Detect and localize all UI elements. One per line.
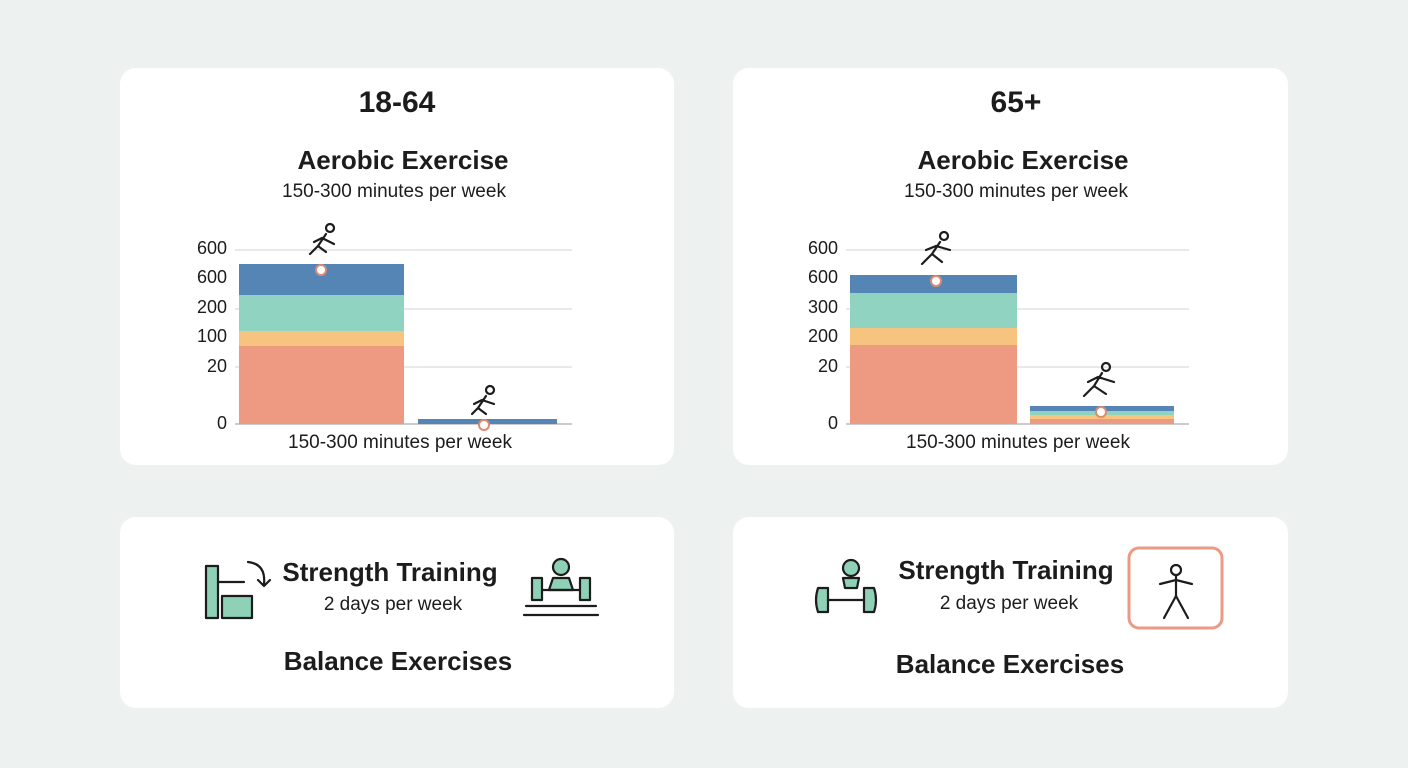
axis-labels: 600 600 200 100 20 0 — [197, 238, 227, 433]
axis-label: 600 — [197, 267, 227, 287]
strength-detail: 2 days per week — [940, 593, 1079, 614]
subheading: 150-300 minutes per week — [904, 181, 1128, 202]
weight-icon — [522, 557, 600, 617]
x-label: 150-300 minutes per week — [906, 432, 1130, 453]
axis-label: 600 — [197, 238, 227, 258]
axis-label: 0 — [828, 413, 838, 433]
strength-icon — [204, 560, 272, 620]
axis-label: 20 — [818, 356, 838, 376]
balance-icon — [1127, 546, 1224, 630]
heading: Aerobic Exercise — [917, 145, 1128, 175]
axis-label: 20 — [207, 356, 227, 376]
axis-label: 600 — [808, 267, 838, 287]
runner-icon — [470, 384, 496, 416]
marker — [1095, 406, 1107, 418]
marker — [315, 264, 327, 276]
axis-label: 100 — [197, 326, 227, 346]
age-title: 18-64 — [359, 86, 436, 119]
axis-label: 300 — [808, 297, 838, 317]
runner-icon — [308, 222, 336, 256]
marker — [930, 275, 942, 287]
axis-label: 600 — [808, 238, 838, 258]
balance-title: Balance Exercises — [284, 646, 512, 676]
x-label: 150-300 minutes per week — [288, 432, 512, 453]
balance-title: Balance Exercises — [896, 649, 1124, 679]
strength-title: Strength Training — [898, 555, 1113, 585]
axis-label: 0 — [217, 413, 227, 433]
strength-detail: 2 days per week — [324, 594, 463, 615]
axis-label: 200 — [197, 297, 227, 317]
stacked-bar — [239, 264, 557, 424]
runner-icon — [920, 230, 952, 266]
age-title: 65+ — [991, 86, 1042, 119]
axis-label: 200 — [808, 326, 838, 346]
marker — [478, 419, 490, 431]
weight-icon — [814, 558, 878, 614]
heading: Aerobic Exercise — [297, 145, 508, 175]
axis-labels: 600 600 300 200 20 0 — [808, 238, 838, 433]
strength-title: Strength Training — [282, 557, 497, 587]
subheading: 150-300 minutes per week — [282, 181, 506, 202]
runner-icon — [1082, 361, 1116, 398]
